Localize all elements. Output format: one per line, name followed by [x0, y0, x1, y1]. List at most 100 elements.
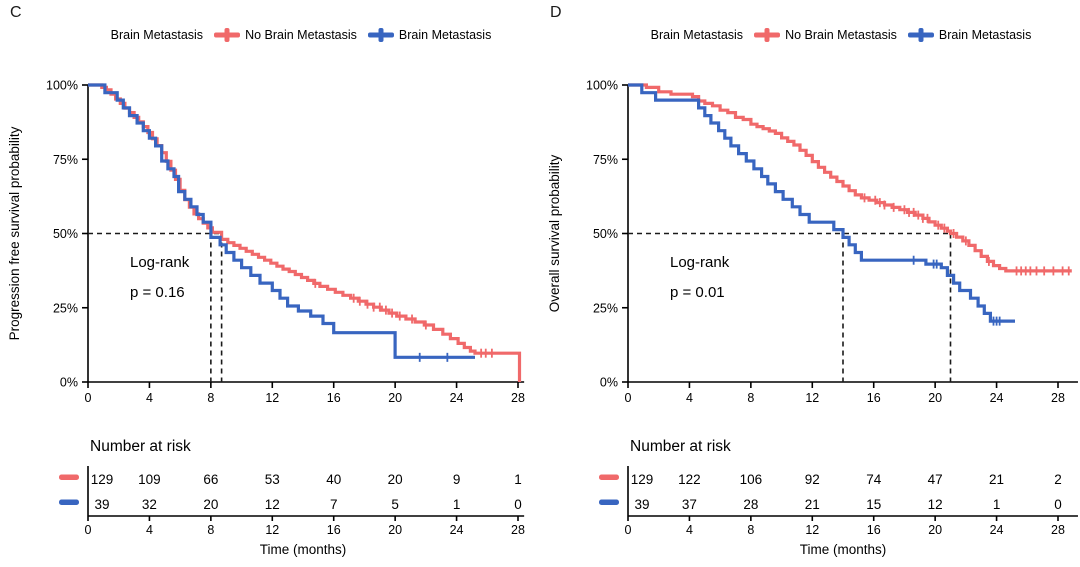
- plot-axes: 0% 25% 50% 75% 100% 0 4 8 12 16 20 24 28 Progression …: [7, 79, 525, 406]
- x-tick-label: 8: [207, 391, 214, 405]
- risk-row-no-brain-metastasis: 129 122 106 92 74 47 21 2: [599, 472, 1062, 487]
- risk-count: 106: [740, 472, 763, 487]
- risk-x-tick-label: 0: [625, 523, 632, 537]
- risk-x-tick-label: 12: [265, 523, 279, 537]
- risk-count: 0: [1054, 497, 1062, 512]
- censor-plus-icon: [214, 28, 241, 42]
- x-tick-label: 20: [928, 391, 942, 405]
- risk-count: 7: [330, 497, 338, 512]
- risk-count: 12: [265, 497, 280, 512]
- censor-plus-icon: [907, 28, 934, 42]
- y-tick-label: 25%: [593, 301, 618, 315]
- risk-count: 21: [805, 497, 820, 512]
- risk-count: 28: [743, 497, 758, 512]
- x-tick-label: 12: [805, 391, 819, 405]
- legend-entry-label: No Brain Metastasis: [245, 28, 357, 42]
- risk-count: 53: [265, 472, 280, 487]
- y-tick-label: 75%: [593, 153, 618, 167]
- risk-x-tick-label: 16: [327, 523, 341, 537]
- x-tick-label: 20: [388, 391, 402, 405]
- risk-row-key: [59, 474, 79, 480]
- svg-text:Log-rank: Log-rank: [130, 254, 190, 271]
- risk-count: 1: [993, 497, 1001, 512]
- legend-entry-label: No Brain Metastasis: [785, 28, 897, 42]
- legend: Brain Metastasis No Brain Metastasis Bra…: [70, 28, 532, 42]
- panel-letter: D: [550, 4, 562, 21]
- x-tick-label: 8: [747, 391, 754, 405]
- risk-count: 32: [142, 497, 157, 512]
- risk-count: 47: [928, 472, 943, 487]
- risk-count: 37: [682, 497, 697, 512]
- y-tick-label: 0%: [60, 376, 78, 390]
- risk-count: 15: [866, 497, 881, 512]
- risk-row-no-brain-metastasis: 129 109 66 53 40 20 9 1: [59, 472, 522, 487]
- risk-count: 20: [203, 497, 218, 512]
- risk-row-key: [599, 474, 619, 480]
- panel-letter: C: [10, 4, 22, 21]
- legend-entry-brain-metastasis: Brain Metastasis: [367, 28, 491, 42]
- y-tick-label: 100%: [586, 79, 618, 93]
- survival-plot: 0% 25% 50% 75% 100% 0 4 8 12 16 20 24 28 Progression …: [7, 79, 525, 406]
- risk-x-tick-label: 12: [805, 523, 819, 537]
- risk-count: 20: [388, 472, 403, 487]
- logrank-annotation: Log-rank p = 0.16: [130, 254, 190, 301]
- risk-x-tick-label: 20: [388, 523, 402, 537]
- legend-entry-no-brain-metastasis: No Brain Metastasis: [214, 28, 357, 42]
- km-curve-brain-metastasis: [88, 83, 475, 362]
- svg-text:Log-rank: Log-rank: [670, 254, 730, 271]
- risk-x-tick-label: 28: [1051, 523, 1065, 537]
- x-tick-label: 16: [867, 391, 881, 405]
- km-curve-no-brain-metastasis: [628, 83, 1072, 276]
- risk-count: 1: [514, 472, 522, 487]
- x-axis-title: Time (months): [260, 542, 347, 557]
- x-tick-label: 4: [146, 391, 153, 405]
- x-tick-label: 24: [990, 391, 1004, 405]
- risk-row-key: [59, 499, 79, 505]
- risk-x-tick-label: 4: [686, 523, 693, 537]
- panel-c: C Brain Metastasis No Brain Metastasis B…: [7, 4, 532, 557]
- legend-entry-brain-metastasis: Brain Metastasis: [907, 28, 1031, 42]
- risk-count: 12: [928, 497, 943, 512]
- risk-x-tick-label: 24: [990, 523, 1004, 537]
- risk-x-tick-label: 24: [450, 523, 464, 537]
- x-tick-label: 16: [327, 391, 341, 405]
- risk-count: 129: [91, 472, 114, 487]
- risk-count: 21: [989, 472, 1004, 487]
- y-axis-title: Overall survival probability: [547, 154, 562, 312]
- risk-x-tick-label: 4: [146, 523, 153, 537]
- risk-x-tick-label: 20: [928, 523, 942, 537]
- x-tick-label: 28: [511, 391, 525, 405]
- risk-count: 40: [326, 472, 341, 487]
- risk-x-tick-label: 8: [207, 523, 214, 537]
- panel-d: D Brain Metastasis No Brain Metastasis B…: [540, 0, 1080, 567]
- risk-count: 5: [391, 497, 399, 512]
- survival-plot: 0% 25% 50% 75% 100% 0 4 8 12 16 20 24 28 Overall surv…: [547, 79, 1078, 405]
- plot-axes: 0% 25% 50% 75% 100% 0 4 8 12 16 20 24 28 Overall surv…: [547, 79, 1078, 405]
- y-tick-label: 75%: [53, 153, 78, 167]
- risk-x-tick-label: 8: [747, 523, 754, 537]
- risk-count: 1: [453, 497, 461, 512]
- risk-x-tick-label: 0: [85, 523, 92, 537]
- censor-plus-icon: [367, 28, 394, 42]
- legend-title: Brain Metastasis: [110, 28, 204, 42]
- risk-count: 39: [94, 497, 109, 512]
- x-tick-label: 12: [265, 391, 279, 405]
- legend-entry-no-brain-metastasis: No Brain Metastasis: [754, 28, 897, 42]
- median-guides: [88, 232, 223, 382]
- median-guides: [628, 232, 952, 382]
- risk-x-tick-label: 28: [511, 523, 525, 537]
- risk-count: 0: [514, 497, 522, 512]
- risk-row-brain-metastasis: 39 32 20 12 7 5 1 0: [59, 497, 522, 512]
- risk-count: 109: [138, 472, 161, 487]
- x-tick-label: 4: [686, 391, 693, 405]
- risk-count: 122: [678, 472, 701, 487]
- risk-row-key: [599, 499, 619, 505]
- risk-count: 74: [866, 472, 882, 487]
- x-tick-label: 24: [450, 391, 464, 405]
- risk-count: 129: [631, 472, 654, 487]
- risk-row-brain-metastasis: 39 37 28 21 15 12 1 0: [599, 497, 1062, 512]
- x-tick-label: 28: [1051, 391, 1065, 405]
- risk-x-tick-label: 16: [867, 523, 881, 537]
